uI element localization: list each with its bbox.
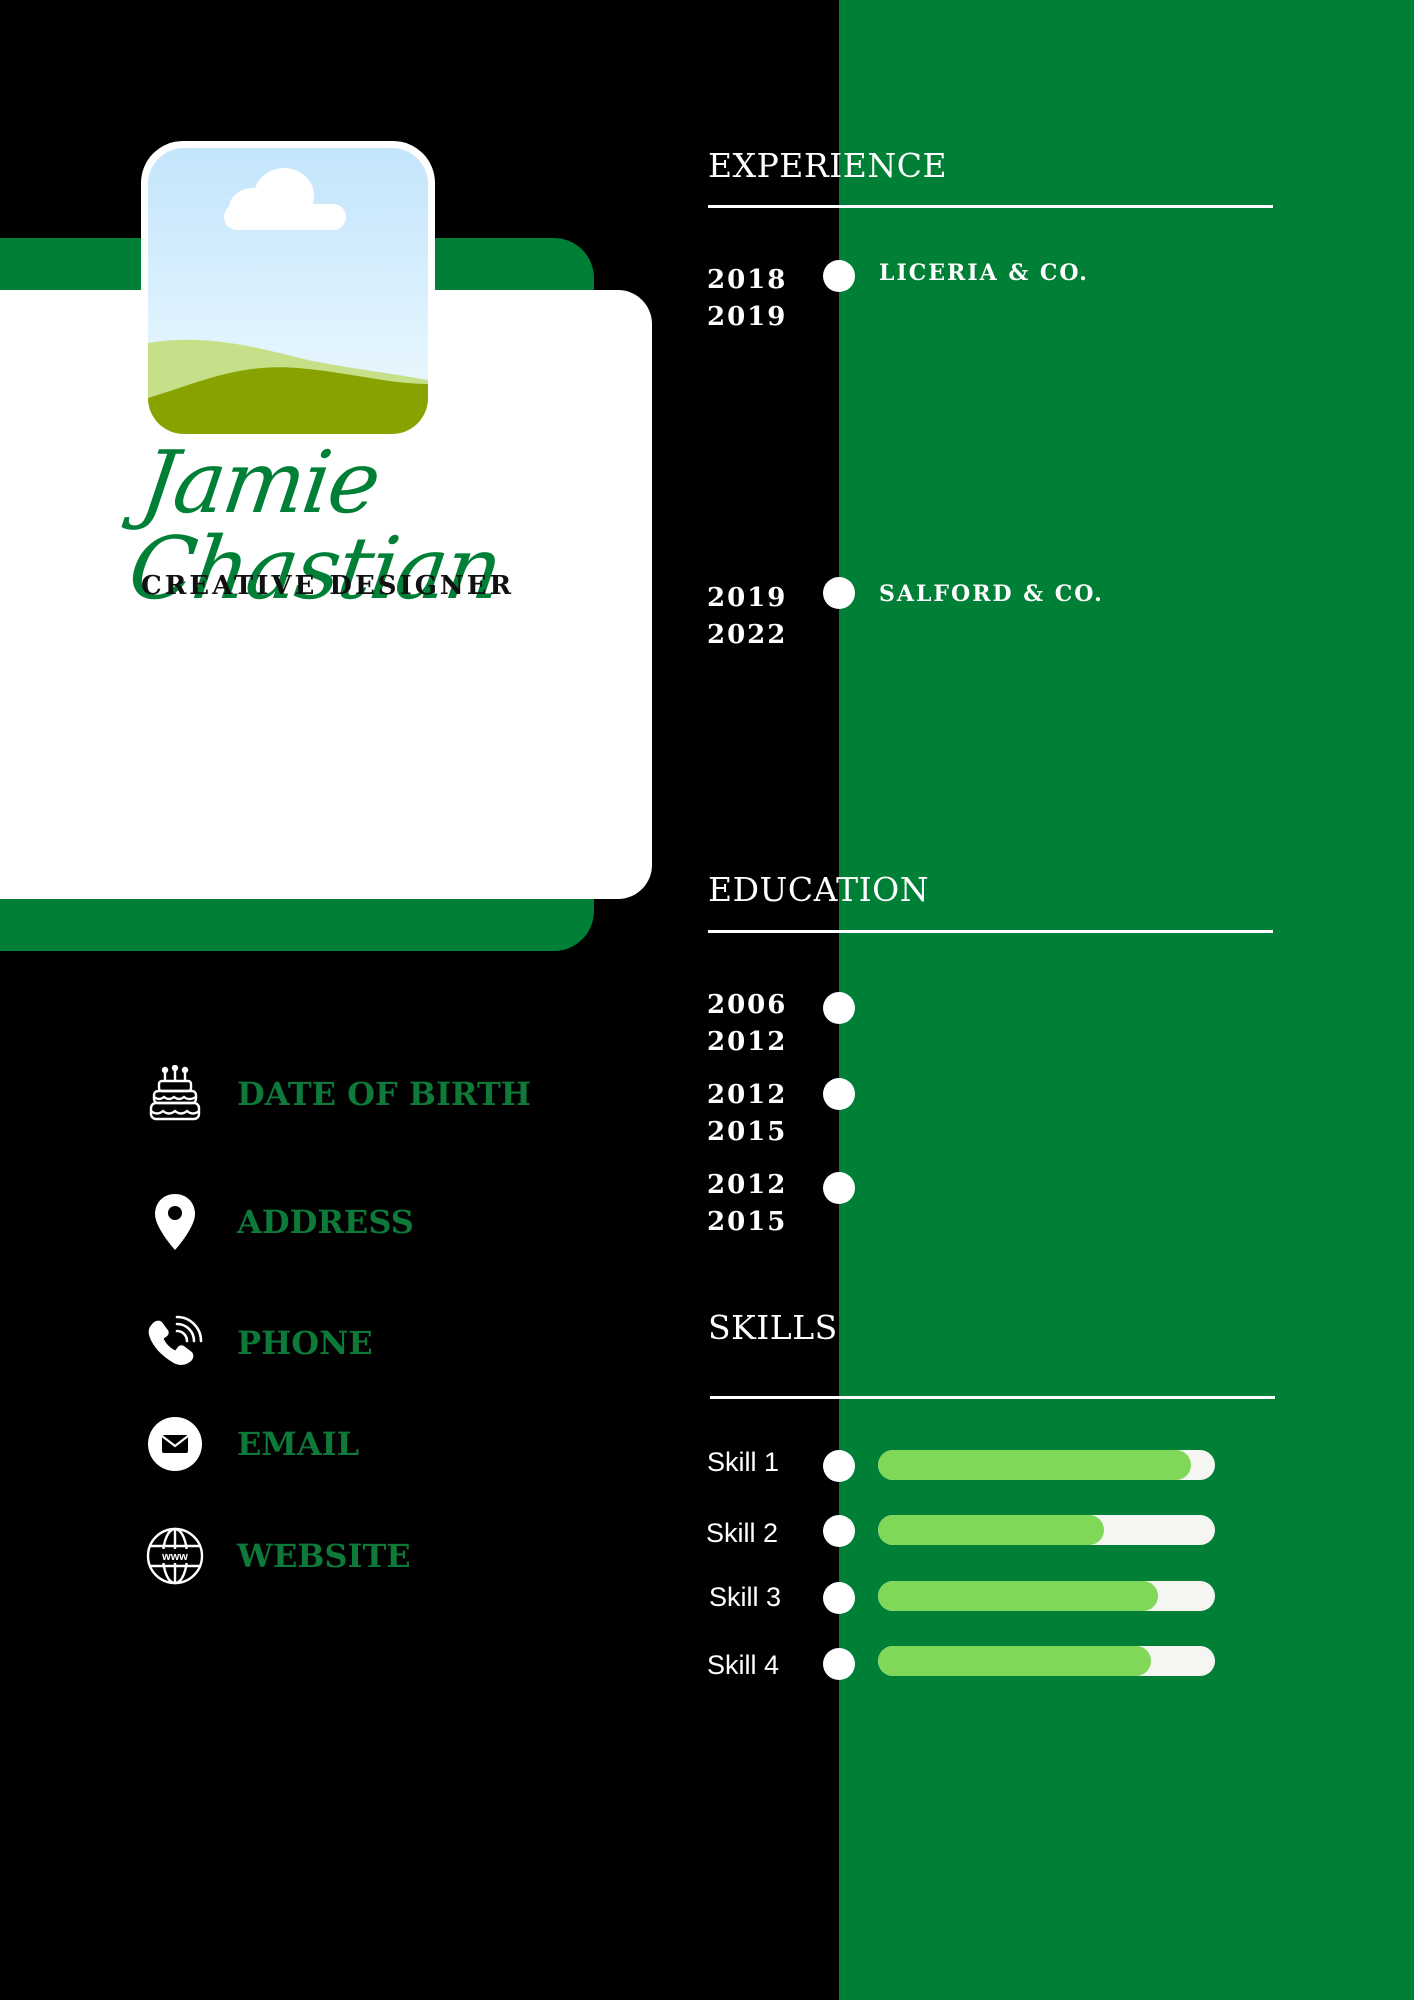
skill-label: Skill 1 xyxy=(707,1447,780,1477)
skill-bar xyxy=(878,1581,1215,1611)
profile-photo xyxy=(141,141,435,441)
location-pin-icon xyxy=(145,1192,205,1252)
contact-label-phone: PHONE xyxy=(237,1324,373,1362)
education-years: 2012 2015 xyxy=(707,1167,817,1241)
skill-bar xyxy=(878,1646,1215,1676)
contact-email: EMAIL xyxy=(145,1412,359,1476)
contact-label-address: ADDRESS xyxy=(237,1203,414,1241)
education-heading: EDUCATION xyxy=(708,870,930,909)
landscape-image-icon xyxy=(148,148,428,434)
skill-bar xyxy=(878,1450,1215,1480)
education-start-year: 2006 xyxy=(707,990,788,1020)
education-end-year: 2015 xyxy=(707,1117,788,1147)
svg-text:www: www xyxy=(161,1551,188,1563)
skill-label: Skill 3 xyxy=(709,1582,782,1612)
contact-website: www WEBSITE xyxy=(145,1524,411,1588)
job-title: CREATIVE DESIGNER xyxy=(141,571,515,601)
skill-bar-fill xyxy=(878,1646,1151,1676)
education-years: 2006 2012 xyxy=(707,987,817,1061)
timeline-dot xyxy=(823,1078,855,1110)
skill-label: Skill 4 xyxy=(707,1650,780,1680)
contact-label-email: EMAIL xyxy=(237,1425,360,1463)
skill-label: Skill 2 xyxy=(706,1518,779,1548)
education-years: 2012 2015 xyxy=(707,1077,817,1151)
experience-heading: EXPERIENCE xyxy=(708,146,948,185)
timeline-dot xyxy=(823,1172,855,1204)
education-start-year: 2012 xyxy=(707,1080,788,1110)
education-start-year: 2012 xyxy=(707,1170,788,1200)
contact-address: ADDRESS xyxy=(145,1190,414,1254)
timeline-dot xyxy=(823,1582,855,1614)
timeline-dot xyxy=(823,260,855,292)
experience-years: 2018 2019 xyxy=(707,262,817,336)
skill-bar-fill xyxy=(878,1450,1192,1480)
education-end-year: 2012 xyxy=(707,1027,788,1057)
experience-divider xyxy=(708,205,1273,208)
experience-end-year: 2022 xyxy=(707,620,788,650)
timeline-dot xyxy=(823,992,855,1024)
skill-bar xyxy=(878,1515,1215,1545)
timeline-dot xyxy=(823,1515,855,1547)
experience-years: 2019 2022 xyxy=(707,580,817,654)
experience-start-year: 2018 xyxy=(707,265,788,295)
experience-company: SALFORD & CO. xyxy=(879,581,1104,607)
contact-date-of-birth: DATE OF BIRTH xyxy=(145,1062,531,1126)
cake-icon xyxy=(145,1064,205,1124)
email-icon xyxy=(145,1414,205,1474)
skill-bar-fill xyxy=(878,1581,1158,1611)
experience-company: LICERIA & CO. xyxy=(879,260,1089,286)
experience-start-year: 2019 xyxy=(707,583,788,613)
education-end-year: 2015 xyxy=(707,1207,788,1237)
experience-end-year: 2019 xyxy=(707,302,788,332)
skill-bar-fill xyxy=(878,1515,1104,1545)
contact-label-date-of-birth: DATE OF BIRTH xyxy=(237,1075,531,1113)
skills-heading: SKILLS xyxy=(708,1308,838,1347)
right-green-panel xyxy=(839,0,1414,2000)
education-divider xyxy=(708,930,1273,933)
timeline-dot xyxy=(823,577,855,609)
timeline-dot xyxy=(823,1450,855,1482)
timeline-dot xyxy=(823,1648,855,1680)
contact-label-website: WEBSITE xyxy=(237,1537,411,1575)
phone-icon xyxy=(145,1313,205,1373)
globe-icon: www xyxy=(145,1526,205,1586)
contact-phone: PHONE xyxy=(145,1311,373,1375)
skills-divider xyxy=(710,1396,1275,1399)
